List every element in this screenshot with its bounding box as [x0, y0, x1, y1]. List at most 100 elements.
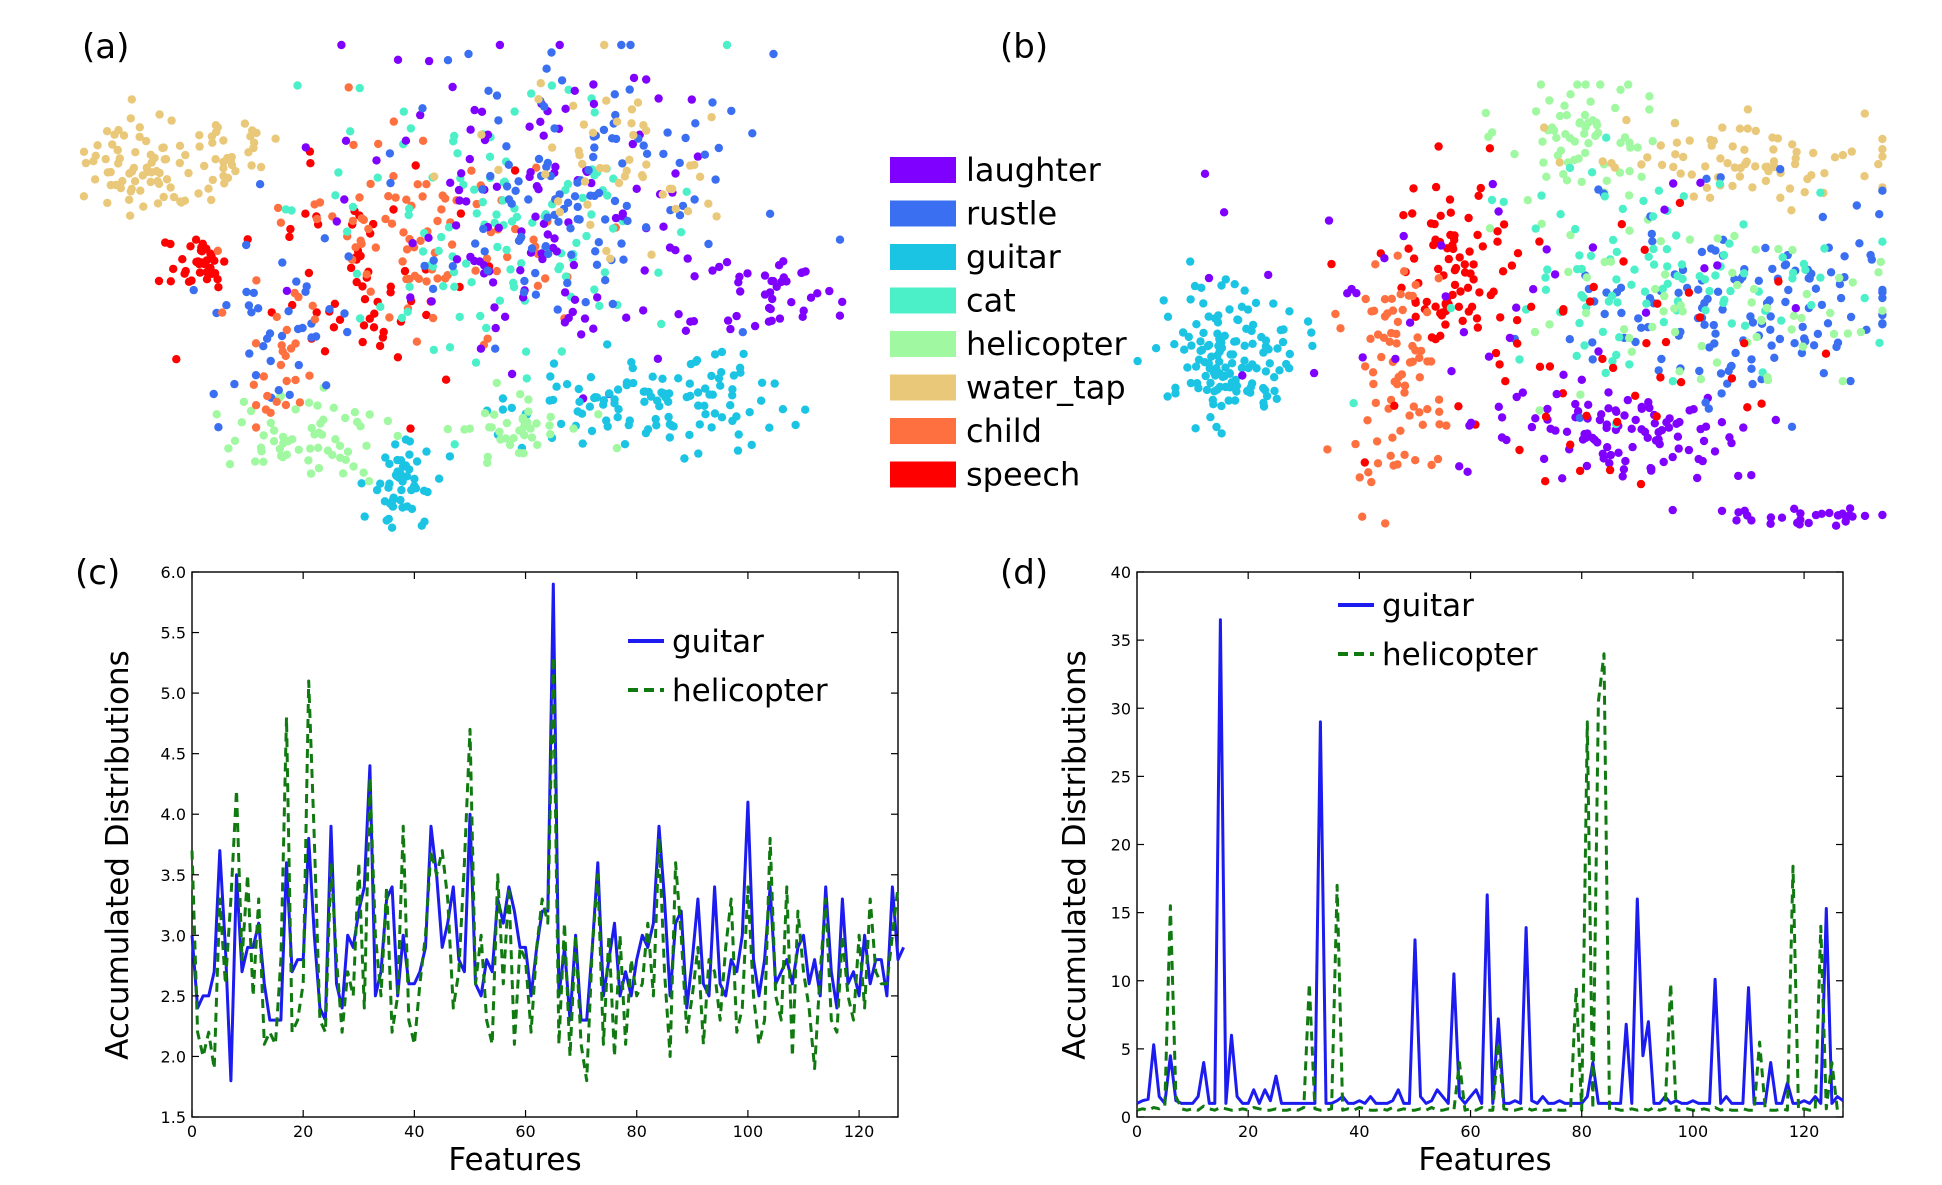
scatter-point-water_tap	[194, 189, 203, 198]
scatter-point-child	[1400, 388, 1409, 397]
scatter-point-cat	[450, 440, 459, 449]
y-tick-label: 4.5	[161, 745, 186, 764]
scatter-point-helicopter	[490, 410, 499, 419]
scatter-point-laughter	[1878, 510, 1887, 520]
scatter-point-laughter	[628, 139, 637, 149]
scatter-point-cat	[572, 238, 581, 248]
scatter-point-laughter	[1693, 473, 1702, 483]
scatter-point-rustle	[586, 191, 595, 200]
scatter-point-guitar	[1208, 395, 1218, 405]
scatter-point-helicopter	[1728, 268, 1737, 278]
scatter-point-child	[1413, 333, 1422, 342]
scatter-point-cat	[1627, 280, 1636, 289]
scatter-point-speech	[389, 205, 398, 214]
scatter-point-laughter	[1604, 404, 1613, 413]
scatter-point-rustle	[738, 328, 747, 337]
scatter-point-water_tap	[169, 192, 179, 202]
scatter-point-helicopter	[1625, 138, 1634, 147]
scatter-point-speech	[329, 323, 339, 332]
scatter-point-helicopter	[256, 443, 266, 452]
scatter-point-guitar	[685, 379, 694, 388]
scatter-point-rustle	[748, 129, 757, 138]
legend-swatch-water_tap	[890, 374, 956, 401]
scatter-point-child	[1408, 341, 1417, 351]
scatter-point-helicopter	[359, 468, 368, 477]
scatter-point-child	[277, 341, 286, 350]
scatter-point-helicopter	[502, 418, 512, 428]
scatter-point-speech	[1478, 242, 1488, 251]
scatter-point-child	[483, 334, 492, 343]
scatter-point-child	[1426, 357, 1436, 366]
scatter-point-guitar	[1197, 283, 1206, 292]
scatter-point-laughter	[580, 314, 590, 323]
scatter-point-child	[295, 398, 305, 407]
scatter-point-rustle	[610, 90, 619, 99]
scatter-point-guitar	[728, 391, 737, 400]
scatter-point-cat	[1777, 316, 1786, 325]
scatter-point-water_tap	[704, 199, 713, 208]
scatter-point-speech	[1448, 290, 1457, 300]
scatter-point-child	[1423, 405, 1432, 414]
scatter-point-child	[385, 313, 394, 322]
scatter-point-child	[312, 214, 322, 224]
scatter-point-helicopter	[1625, 167, 1634, 176]
scatter-point-speech	[1390, 401, 1399, 410]
scatter-point-guitar	[372, 485, 382, 495]
scatter-point-guitar	[422, 447, 431, 456]
scatter-point-rustle	[1766, 325, 1775, 334]
scatter-point-rustle	[480, 247, 489, 256]
scatter-point-helicopter	[329, 403, 338, 412]
scatter-point-water_tap	[1702, 183, 1712, 192]
scatter-point-laughter	[1747, 471, 1756, 480]
scatter-point-water_tap	[477, 130, 486, 139]
scatter-point-water_tap	[223, 173, 233, 183]
scatter-point-rustle	[1776, 165, 1785, 174]
scatter-point-water_tap	[162, 175, 172, 184]
scatter-point-helicopter	[1600, 257, 1609, 267]
scatter-point-rustle	[507, 199, 516, 208]
scatter-point-rustle	[1781, 260, 1791, 269]
scatter-point-helicopter	[1596, 80, 1605, 89]
scatter-point-laughter	[1597, 410, 1606, 419]
scatter-point-child	[1392, 339, 1401, 348]
scatter-point-guitar	[639, 387, 648, 396]
scatter-point-laughter	[640, 266, 649, 275]
scatter-point-laughter	[1405, 318, 1415, 327]
scatter-point-helicopter	[1562, 176, 1572, 185]
scatter-point-laughter	[1804, 518, 1813, 528]
scatter-point-rustle	[1878, 186, 1887, 195]
scatter-point-rustle	[278, 258, 287, 267]
scatter-point-laughter	[337, 40, 346, 50]
scatter-point-laughter	[1238, 371, 1247, 380]
scatter-point-water_tap	[1555, 158, 1564, 167]
scatter-point-helicopter	[1546, 125, 1555, 134]
scatter-point-laughter	[1845, 504, 1855, 513]
scatter-point-laughter	[451, 221, 461, 230]
scatter-point-guitar	[739, 349, 748, 359]
scatter-point-child	[348, 216, 358, 226]
scatter-point-water_tap	[553, 197, 563, 206]
scatter-point-water_tap	[1669, 162, 1678, 172]
scatter-point-guitar	[398, 462, 408, 471]
scatter-point-rustle	[1833, 338, 1843, 347]
scatter-point-guitar	[419, 486, 429, 495]
scatter-point-child	[272, 397, 281, 406]
scatter-point-water_tap	[110, 130, 119, 139]
scatter-point-water_tap	[683, 207, 693, 216]
scatter-point-laughter	[687, 95, 696, 104]
legend-label-helicopter: helicopter	[966, 325, 1127, 363]
scatter-point-speech	[202, 268, 211, 277]
scatter-point-water_tap	[1598, 157, 1607, 166]
scatter-point-cat	[1537, 191, 1546, 200]
scatter-point-helicopter	[278, 452, 287, 462]
scatter-point-cat	[429, 345, 438, 355]
scatter-point-speech	[1434, 264, 1443, 274]
scatter-point-guitar	[1186, 378, 1196, 388]
scatter-point-rustle	[714, 143, 723, 153]
scatter-point-cat	[1618, 204, 1628, 214]
scatter-point-water_tap	[1723, 159, 1732, 168]
scatter-point-laughter	[1264, 270, 1273, 280]
scatter-point-speech	[1566, 440, 1575, 449]
scatter-point-cat	[437, 232, 446, 242]
scatter-point-water_tap	[1878, 145, 1887, 154]
